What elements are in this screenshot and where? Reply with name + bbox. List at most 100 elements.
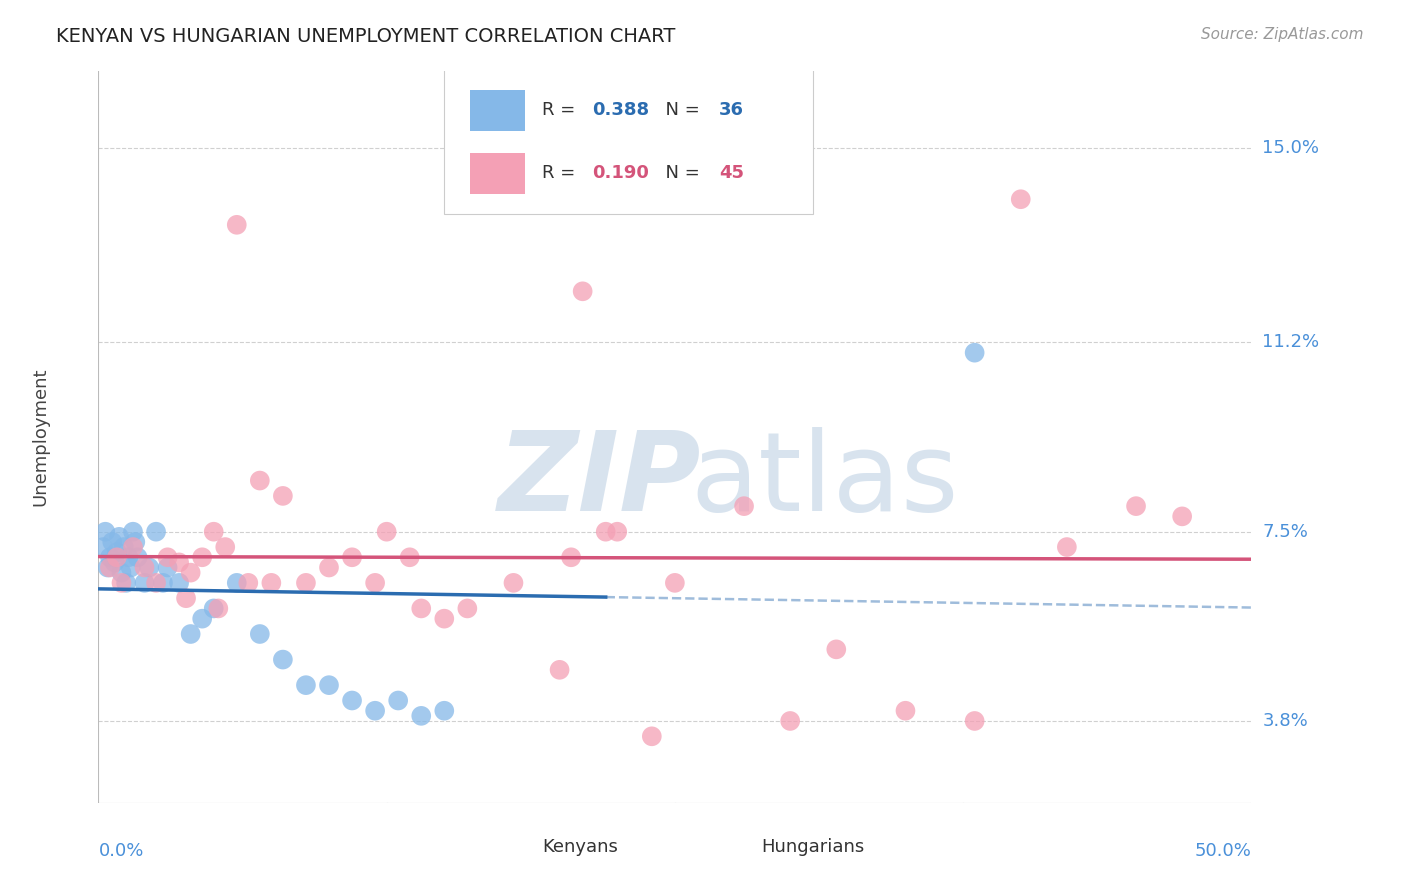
Point [375,524,398,539]
Point [433,612,456,626]
FancyBboxPatch shape [496,836,533,858]
Point [117,550,139,565]
Point [1171,509,1194,524]
Point [120,560,142,574]
Text: Source: ZipAtlas.com: Source: ZipAtlas.com [1201,27,1364,42]
Point [156,550,179,565]
Point [387,693,409,707]
Point [145,575,167,590]
Text: 45: 45 [718,164,744,182]
Point [571,285,593,299]
Point [318,678,340,692]
Point [340,693,363,707]
Point [238,575,260,590]
Point [134,575,156,590]
Point [548,663,571,677]
Point [134,560,156,574]
Point [202,524,225,539]
Point [894,704,917,718]
Point [560,550,582,565]
Point [664,575,686,590]
Text: 0.0%: 0.0% [98,842,143,860]
Point [641,729,664,743]
Point [97,560,120,574]
Point [1056,540,1078,554]
Text: 11.2%: 11.2% [1263,334,1320,351]
Point [94,524,117,539]
Text: 36: 36 [718,101,744,120]
Point [295,575,318,590]
Point [122,540,145,554]
Point [207,601,229,615]
Point [180,566,202,580]
Point [98,560,121,574]
Point [249,627,271,641]
Text: 0.190: 0.190 [592,164,648,182]
Text: Kenyans: Kenyans [543,838,619,855]
Point [145,524,167,539]
Text: 50.0%: 50.0% [1195,842,1251,860]
Point [411,709,433,723]
FancyBboxPatch shape [444,68,813,214]
Point [456,601,478,615]
Text: Unemployment: Unemployment [31,368,49,507]
Point [1125,499,1147,513]
Text: N =: N = [654,164,706,182]
FancyBboxPatch shape [470,153,524,194]
Text: 7.5%: 7.5% [1263,523,1309,541]
Text: ZIP: ZIP [498,427,702,534]
Point [606,524,628,539]
Point [122,524,145,539]
Point [260,575,283,590]
Point [91,540,114,554]
Point [105,550,128,565]
Point [180,627,202,641]
Text: KENYAN VS HUNGARIAN UNEMPLOYMENT CORRELATION CHART: KENYAN VS HUNGARIAN UNEMPLOYMENT CORRELA… [56,27,676,45]
Text: 0.388: 0.388 [592,101,650,120]
Point [595,524,617,539]
FancyBboxPatch shape [470,90,524,130]
Point [98,550,121,565]
Text: atlas: atlas [690,427,959,534]
Point [271,652,294,666]
Point [733,499,755,513]
Point [225,575,247,590]
Point [191,612,214,626]
Point [115,575,138,590]
Point [152,575,174,590]
Text: R =: R = [543,164,581,182]
Point [398,550,420,565]
Point [110,575,132,590]
Point [364,704,387,718]
FancyBboxPatch shape [716,836,752,858]
Point [271,489,294,503]
Point [112,540,135,554]
Point [124,535,146,549]
Point [110,566,132,580]
Point [138,560,160,574]
Point [191,550,214,565]
Point [214,540,236,554]
Point [101,535,124,549]
Point [167,575,190,590]
Point [318,560,340,574]
Point [1010,192,1032,206]
Point [156,560,179,574]
Point [295,678,318,692]
Point [127,550,149,565]
Text: Hungarians: Hungarians [762,838,865,855]
Point [963,345,986,359]
Point [340,550,363,565]
Point [174,591,197,606]
Text: 3.8%: 3.8% [1263,712,1308,730]
Point [433,704,456,718]
Point [963,714,986,728]
Point [249,474,271,488]
Point [167,555,190,569]
Point [103,555,125,569]
Point [105,545,128,559]
Text: 15.0%: 15.0% [1263,139,1319,157]
Text: R =: R = [543,101,581,120]
Text: N =: N = [654,101,706,120]
Point [411,601,433,615]
